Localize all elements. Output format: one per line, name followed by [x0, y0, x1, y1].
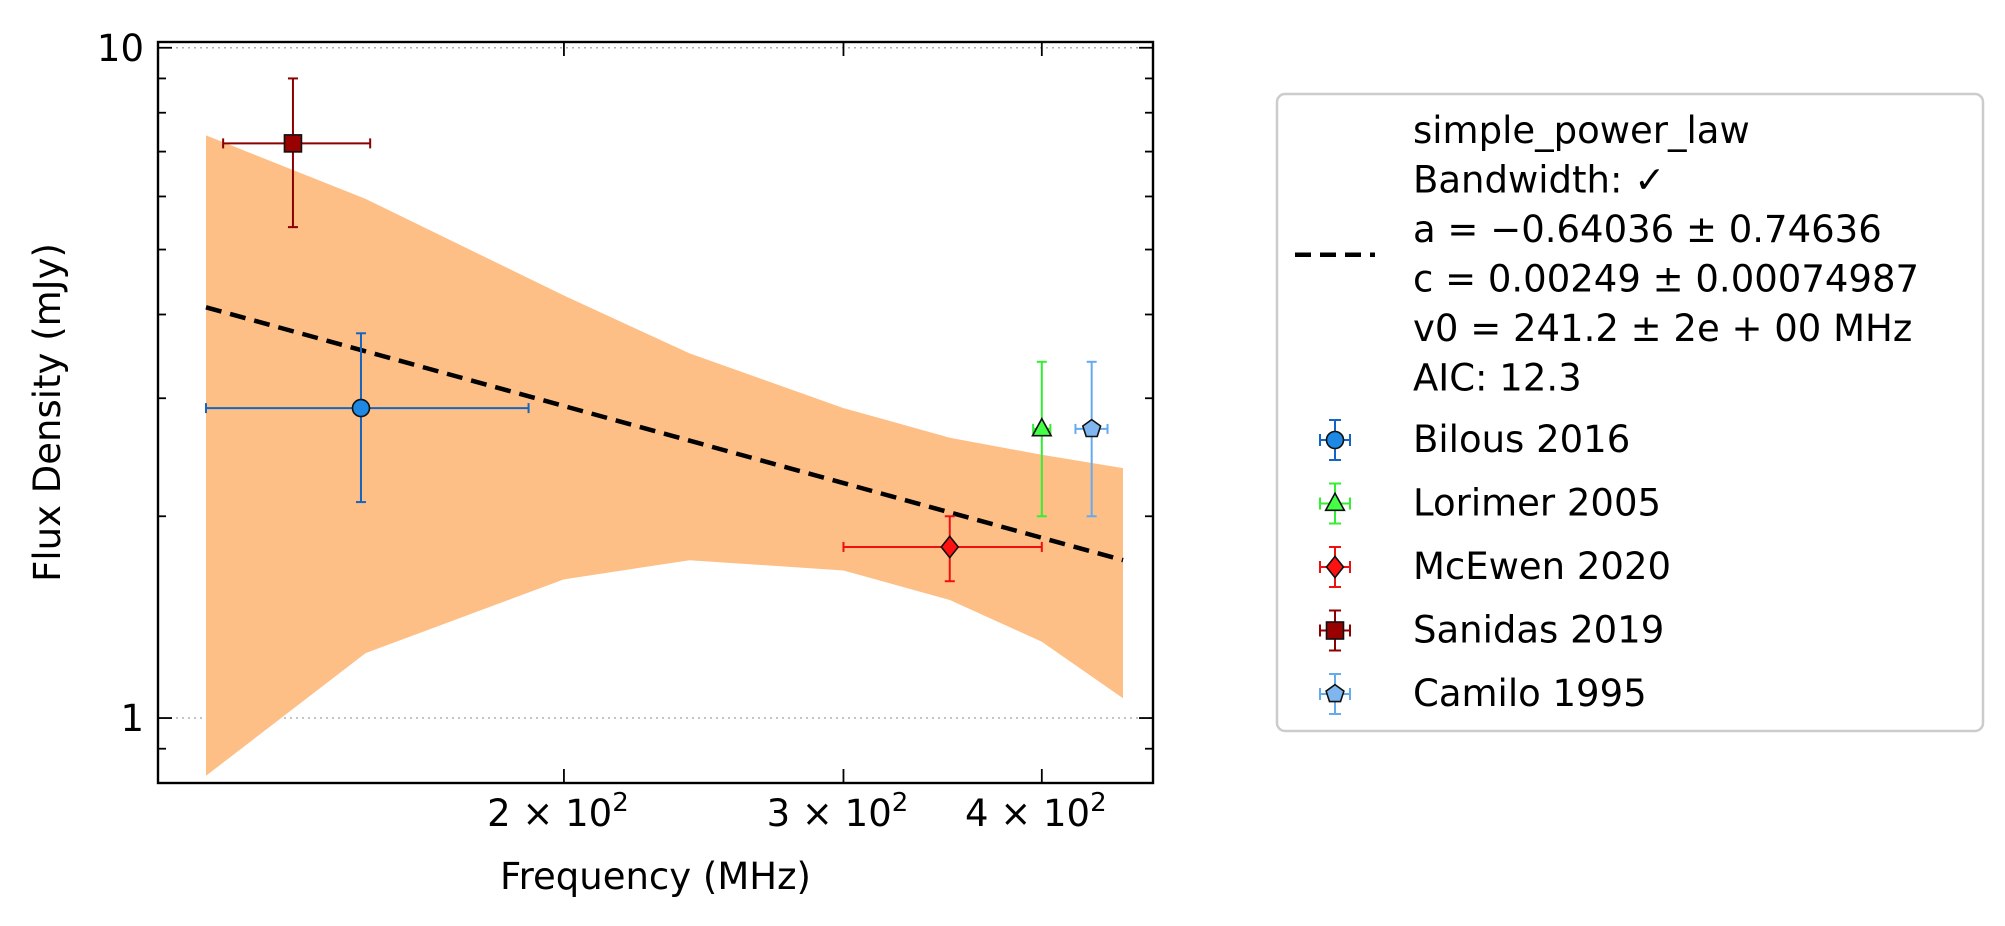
legend-item: Lorimer 2005: [1319, 482, 1661, 525]
legend-fit-text: v0 = 241.2 ± 2e + 00 MHz: [1413, 307, 1912, 350]
legend-item: McEwen 2020: [1319, 545, 1671, 588]
legend-label: McEwen 2020: [1413, 545, 1671, 588]
x-tick-label: 4 × 102: [965, 788, 1107, 835]
data-point-bilous-2016: [204, 332, 530, 504]
legend-fit-text: c = 0.00249 ± 0.00074987: [1413, 258, 1919, 301]
legend-item: Camilo 1995: [1319, 672, 1647, 715]
x-axis-label: Frequency (MHz): [500, 855, 811, 898]
x-tick-label: 2 × 102: [487, 788, 629, 835]
legend-box: [1275, 92, 1985, 733]
axis-ticks: [158, 42, 1153, 784]
data-point-lorimer-2005: [1031, 360, 1053, 518]
data-marker: [940, 535, 960, 559]
data-marker: [283, 134, 303, 153]
legend-label: Sanidas 2019: [1413, 609, 1664, 652]
legend-marker: [1325, 683, 1345, 703]
y-axis-label: Flux Density (mJy): [26, 243, 69, 582]
legend-fit-text: simple_power_law: [1413, 109, 1750, 152]
legend-marker: [1324, 491, 1346, 512]
data-marker: [1081, 418, 1102, 438]
legend-marker: [1325, 621, 1345, 640]
legend-label: Lorimer 2005: [1413, 482, 1661, 525]
legend-marker: [1325, 430, 1345, 450]
axis-tick-labels: 1 10 2 × 102 3 × 102 4 × 102: [97, 27, 1107, 835]
plot-frame: [156, 40, 1155, 785]
grid-lines: [158, 47, 1153, 719]
y-tick-label: 10: [97, 27, 144, 70]
data-point-camilo-1995: [1074, 360, 1109, 518]
legend-marker: [1325, 555, 1345, 579]
legend: simple_power_law Bandwidth: ✓ a = −0.64036…: [1275, 92, 1985, 733]
legend-label: Bilous 2016: [1413, 418, 1630, 461]
legend-fit-text: Bandwidth: ✓: [1413, 159, 1665, 202]
data-marker: [351, 398, 371, 418]
data-point-mcewen-2020: [842, 515, 1043, 583]
legend-item: Sanidas 2019: [1319, 609, 1664, 652]
legend-fit-text: AIC: 12.3: [1413, 357, 1582, 400]
data-marker: [1031, 417, 1053, 437]
x-tick-label: 3 × 102: [767, 788, 909, 835]
legend-label: Camilo 1995: [1413, 672, 1647, 715]
fit-uncertainty-band: [206, 135, 1123, 776]
legend-item: Bilous 2016: [1319, 418, 1630, 461]
legend-fit-text: a = −0.64036 ± 0.74636: [1413, 208, 1882, 251]
fit-line: [205, 305, 1124, 563]
data-points: [204, 77, 1109, 583]
data-point-sanidas-2019: [222, 77, 372, 229]
y-tick-label: 1: [120, 697, 144, 740]
